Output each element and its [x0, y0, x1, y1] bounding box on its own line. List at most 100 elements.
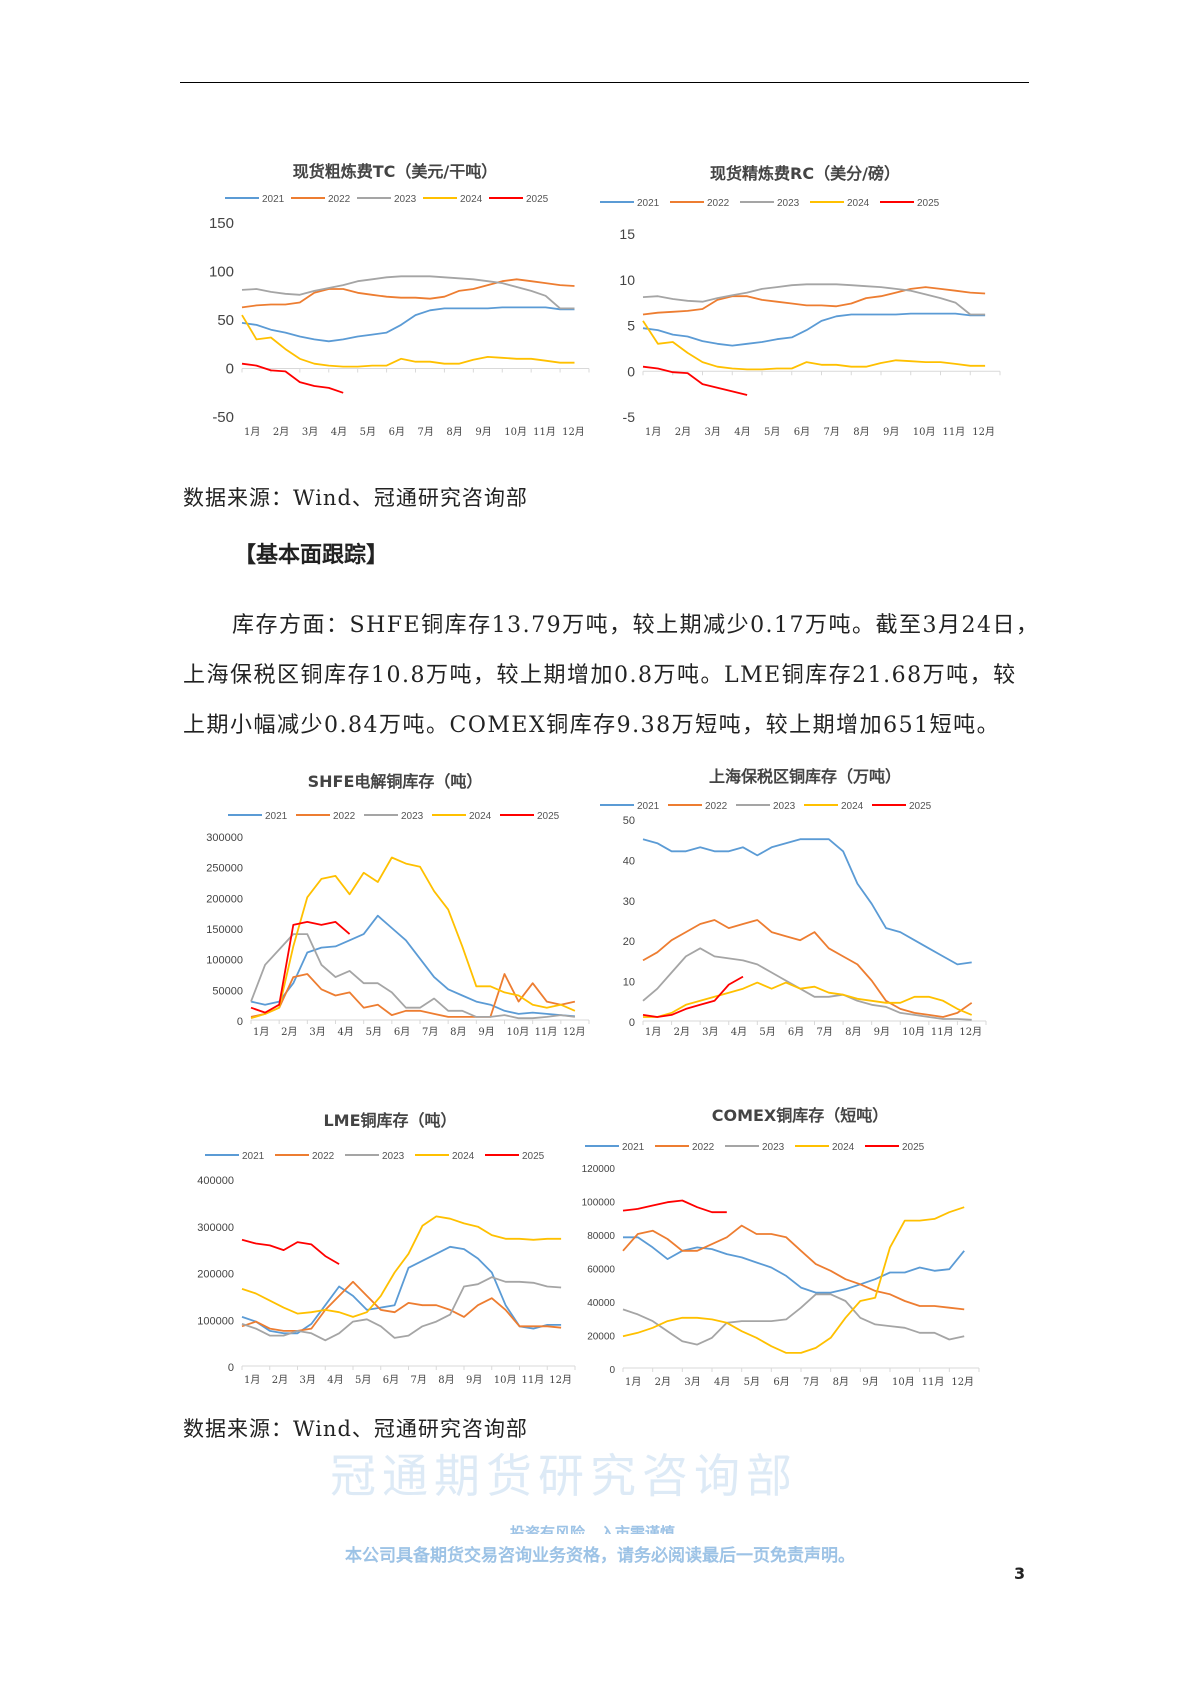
x-tick-label: 4月 [331, 426, 347, 438]
x-tick-label: 3月 [302, 426, 318, 438]
x-tick-label: 3月 [705, 426, 721, 438]
legend-label-2021: 2021 [265, 811, 288, 822]
legend-label-2021: 2021 [262, 194, 285, 205]
y-tick-label: 100 [209, 264, 234, 281]
data-source-note: 数据来源：Wind、冠通研究咨询部 [183, 1417, 528, 1441]
series-line-2025 [642, 365, 748, 396]
x-tick-label: 4月 [338, 1026, 354, 1038]
y-tick-label: 40 [623, 855, 635, 867]
legend-label-2021: 2021 [622, 1142, 645, 1153]
section-heading: 【基本面跟踪】 [234, 542, 389, 568]
legend-label-2023: 2023 [773, 801, 796, 812]
x-tick-label: 2月 [272, 1374, 288, 1386]
x-tick-label: 9月 [883, 426, 899, 438]
x-tick-label: 5月 [355, 1374, 371, 1386]
x-tick-label: 10月 [913, 426, 936, 438]
series-line-2025 [241, 1238, 340, 1265]
chart-title: LME铜库存（吨） [323, 1111, 457, 1130]
legend-label-2022: 2022 [705, 801, 728, 812]
x-tick-label: 8月 [450, 1026, 466, 1038]
series-line-2021 [623, 1236, 965, 1294]
legend-label-2022: 2022 [707, 198, 730, 209]
x-tick-label: 5月 [366, 1026, 382, 1038]
y-tick-label: 100000 [197, 1315, 234, 1327]
x-tick-label: 6月 [389, 426, 405, 438]
legend-label-2023: 2023 [777, 198, 800, 209]
x-tick-label: 5月 [759, 1026, 775, 1038]
x-tick-label: 12月 [563, 1026, 586, 1038]
legend-label-2024: 2024 [832, 1142, 855, 1153]
series-line-2025 [622, 1199, 727, 1214]
x-tick-label: 8月 [833, 1376, 849, 1388]
series-line-2025 [241, 362, 344, 394]
legend-label-2022: 2022 [333, 811, 356, 822]
y-tick-label: 150000 [206, 924, 243, 936]
comex-inventory-chart: COMEX铜库存（短吨） 2021 2022 2023 2024 2025 0 20000 4… [582, 1100, 1010, 1390]
series-line-2021 [642, 312, 986, 347]
x-tick-label: 1月 [253, 1026, 269, 1038]
legend-label-2021: 2021 [637, 198, 660, 209]
disclaimer-notice: 本公司具备期货交易咨询业务资格，请务必阅读最后一页免责声明。 [345, 1546, 855, 1566]
series-line-2023 [642, 947, 972, 1021]
x-tick-label: 2月 [674, 1026, 690, 1038]
series-line-2022 [241, 1280, 562, 1332]
series-line-2024 [241, 1215, 562, 1318]
y-tick-label: 10 [623, 977, 635, 989]
x-tick-label: 4月 [327, 1374, 343, 1386]
x-tick-label: 9月 [874, 1026, 890, 1038]
chart-svg: 2021 2022 2023 2024 2025 0 20000 40000 60000 8000… [582, 1142, 980, 1388]
x-tick-label: 3月 [309, 1026, 325, 1038]
y-tick-label: 15 [619, 226, 635, 242]
y-tick-label: 300000 [197, 1222, 234, 1234]
x-tick-label: 3月 [684, 1376, 700, 1388]
x-tick-label: 2月 [281, 1026, 297, 1038]
series-line-2022 [250, 973, 576, 1018]
x-tick-label: 1月 [645, 1026, 661, 1038]
legend-label-2024: 2024 [460, 194, 483, 205]
legend-label-2025: 2025 [902, 1142, 925, 1153]
y-tick-label: -50 [212, 409, 234, 426]
x-tick-label: 12月 [972, 426, 995, 438]
x-tick-label: 7月 [422, 1026, 438, 1038]
x-tick-label: 11月 [522, 1374, 545, 1386]
legend-label-2025: 2025 [917, 198, 940, 209]
x-tick-label: 8月 [845, 1026, 861, 1038]
x-tick-label: 4月 [734, 426, 750, 438]
legend-label-2023: 2023 [401, 811, 424, 822]
legend-label-2024: 2024 [847, 198, 870, 209]
page-number: 3 [1014, 1564, 1026, 1583]
x-tick-label: 5月 [764, 426, 780, 438]
legend-label-2022: 2022 [692, 1142, 715, 1153]
series-line-2022 [622, 1224, 965, 1311]
x-tick-label: 9月 [466, 1374, 482, 1386]
x-tick-label: 11月 [535, 1026, 558, 1038]
y-tick-label: 150 [209, 215, 234, 232]
chart-svg: 2021 2022 2023 2024 2025 0 10 20 30 40 50 1月 2月 3月 4月 5… [600, 801, 987, 1038]
y-tick-label: 30 [623, 896, 635, 908]
x-tick-label: 2月 [675, 426, 691, 438]
x-tick-label: 8月 [438, 1374, 454, 1386]
x-tick-label: 1月 [244, 1374, 260, 1386]
x-tick-label: 7月 [803, 1376, 819, 1388]
legend-label-2025: 2025 [526, 194, 549, 205]
header-rule [180, 82, 1029, 83]
x-tick-label: 1月 [625, 1376, 641, 1388]
x-tick-label: 7月 [411, 1374, 427, 1386]
x-tick-label: 1月 [645, 426, 661, 438]
series-line-2024 [622, 1206, 965, 1354]
y-tick-label: 0 [627, 363, 635, 379]
y-tick-label: 0 [226, 361, 234, 378]
legend-label-2024: 2024 [469, 811, 492, 822]
watermark: 冠通期货研究咨询部 [330, 1449, 798, 1503]
series-line-2024 [241, 314, 575, 368]
series-line-2023 [241, 1276, 562, 1342]
x-tick-label: 2月 [655, 1376, 671, 1388]
x-tick-label: 11月 [943, 426, 966, 438]
x-tick-label: 6月 [788, 1026, 804, 1038]
chart-title: 上海保税区铜库存（万吨） [708, 767, 901, 786]
legend-label-2023: 2023 [762, 1142, 785, 1153]
series-line-2025 [250, 920, 351, 1014]
x-tick-label: 9月 [478, 1026, 494, 1038]
x-tick-label: 12月 [959, 1026, 982, 1038]
legend-label-2025: 2025 [909, 801, 932, 812]
